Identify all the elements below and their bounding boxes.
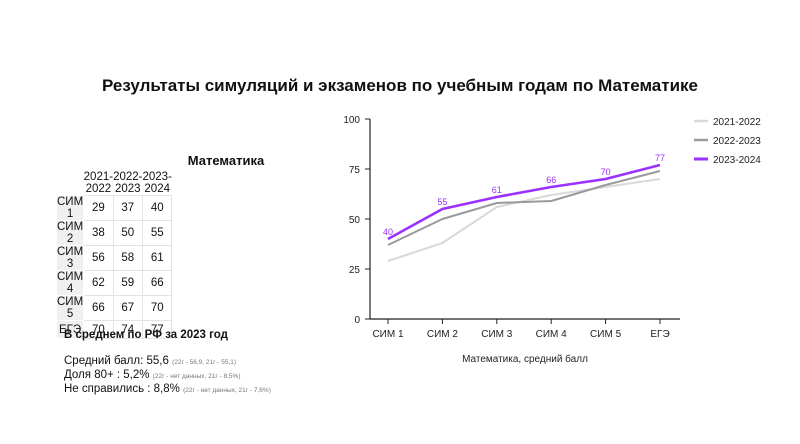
- x-tick-label: СИМ 5: [590, 329, 622, 340]
- table-row: СИМ 2 38 50 55: [55, 220, 173, 246]
- series-line-2022-2023: [387, 170, 661, 246]
- table-cell: 62: [83, 270, 114, 296]
- y-tick-label: 25: [349, 265, 361, 276]
- table-caption: Математика: [187, 153, 265, 168]
- row-label: СИМ 4: [55, 270, 85, 296]
- data-label: 70: [601, 167, 611, 177]
- stat-share80: Доля 80+ : 5,2% (22г - нет данных, 21г -…: [64, 368, 271, 382]
- table-row: СИМ 4 62 59 66: [55, 270, 173, 296]
- table-cell: 70: [141, 295, 173, 321]
- stat-average-label: Средний балл: 55,6: [64, 355, 169, 367]
- table-cell: 37: [112, 195, 144, 221]
- table-cell: 29: [83, 195, 114, 221]
- data-label: 61: [492, 185, 502, 195]
- stats-title: В среднем по РФ за 2023 год: [64, 329, 228, 341]
- column-header: 2023-2024: [142, 171, 172, 195]
- table-header-row: 2021-2022 2022-2023 2023-2024: [57, 171, 172, 196]
- table-cell: 61: [141, 245, 173, 271]
- scores-table: 2021-2022 2022-2023 2023-2024 СИМ 1 29 3…: [55, 171, 173, 339]
- table-cell: 56: [83, 245, 114, 271]
- x-tick-label: ЕГЭ: [650, 329, 669, 340]
- table-cell: 66: [83, 295, 114, 321]
- y-tick-label: 0: [354, 315, 360, 326]
- table-cell: 66: [141, 270, 173, 296]
- stat-average-note: (22г - 56,9, 21г - 55,1): [172, 359, 237, 366]
- table-cell: 77: [141, 320, 173, 339]
- stat-share80-label: Доля 80+ : 5,2%: [64, 369, 150, 381]
- legend-label: 2023-2024: [713, 155, 761, 166]
- column-header: 2021-2022: [83, 171, 114, 195]
- table-cell: 67: [112, 295, 144, 321]
- row-label: СИМ 3: [55, 245, 85, 271]
- column-header: 2022-2023: [113, 171, 143, 195]
- legend-label: 2022-2023: [713, 136, 761, 147]
- page-title: Результаты симуляций и экзаменов по учеб…: [102, 76, 698, 95]
- table-cell: 55: [141, 220, 173, 246]
- x-tick-label: СИМ 1: [372, 329, 404, 340]
- row-label: СИМ 5: [55, 295, 85, 321]
- stat-failed-label: Не справились : 8,8%: [64, 383, 180, 395]
- table-row: ЕГЭ 70 74 77: [55, 320, 173, 339]
- stat-average: Средний балл: 55,6 (22г - 56,9, 21г - 55…: [64, 354, 271, 368]
- series-line-2023-2024: [387, 163, 661, 241]
- data-label: 66: [546, 175, 556, 185]
- table-cell: 40: [141, 195, 173, 221]
- table-cell: 74: [112, 320, 144, 339]
- stat-share80-note: (22г - нет данных, 21г - 8,5%): [152, 373, 241, 380]
- row-label: ЕГЭ: [55, 320, 85, 339]
- stat-failed-note: (22г - нет данных, 21г - 7,6%): [183, 387, 271, 394]
- y-tick-label: 75: [349, 165, 361, 176]
- table-row: СИМ 5 66 67 70: [55, 295, 173, 321]
- data-label: 40: [383, 227, 393, 237]
- table-cell: 58: [112, 245, 144, 271]
- row-label: СИМ 1: [55, 195, 85, 221]
- x-tick-label: СИМ 4: [536, 329, 568, 340]
- x-tick-label: СИМ 3: [481, 329, 513, 340]
- table-row: СИМ 1 29 37 40: [55, 195, 173, 221]
- y-tick-label: 50: [349, 215, 361, 226]
- table-corner: [57, 171, 84, 196]
- table-cell: 38: [83, 220, 114, 246]
- table-cell: 50: [112, 220, 144, 246]
- data-label: 77: [655, 153, 665, 163]
- data-label: 55: [437, 197, 447, 207]
- x-axis-title: Математика, средний балл: [462, 353, 588, 365]
- y-tick-label: 100: [343, 115, 360, 126]
- table-cell: 70: [83, 320, 114, 339]
- x-tick-label: СИМ 2: [427, 329, 459, 340]
- table-cell: 59: [112, 270, 144, 296]
- table-row: СИМ 3 56 58 61: [55, 245, 173, 271]
- stat-failed: Не справились : 8,8% (22г - нет данных, …: [64, 382, 271, 396]
- line-chart: 0 25 50 75 100 СИМ 1 СИМ 2 СИМ 3 СИМ 4 СИМ 5 ЕГЭ Ма…: [343, 115, 761, 365]
- legend-label: 2021-2022: [713, 117, 761, 128]
- row-label: СИМ 2: [55, 220, 85, 246]
- stats-block: В среднем по РФ за 2023 год Средний балл…: [64, 329, 271, 396]
